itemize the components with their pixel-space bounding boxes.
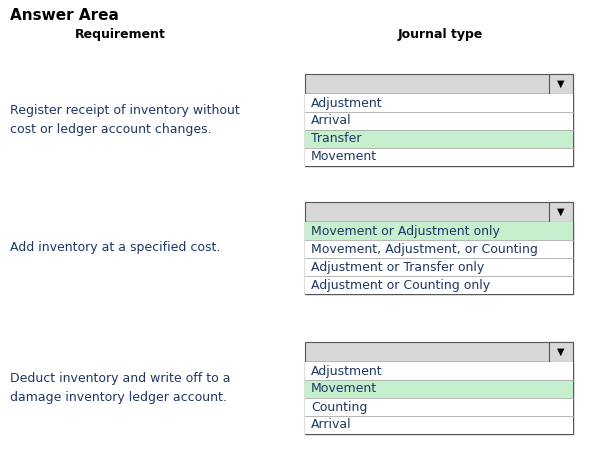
Text: Adjustment: Adjustment [311, 364, 383, 378]
Bar [305, 74, 573, 94]
Bar [305, 362, 573, 434]
Text: Movement: Movement [311, 382, 377, 396]
Bar [305, 94, 573, 112]
Text: Add inventory at a specified cost.: Add inventory at a specified cost. [10, 242, 221, 254]
Text: Requirement: Requirement [75, 28, 166, 41]
Text: Counting: Counting [311, 401, 367, 413]
Bar [305, 222, 573, 240]
Bar [305, 342, 573, 362]
Text: Transfer: Transfer [311, 133, 362, 145]
Bar [305, 276, 573, 294]
Text: ▼: ▼ [557, 79, 565, 89]
Text: Register receipt of inventory without
cost or ledger account changes.: Register receipt of inventory without co… [10, 104, 240, 136]
Bar [305, 202, 573, 222]
Bar [305, 222, 573, 294]
Bar [305, 148, 573, 166]
Bar [305, 362, 573, 380]
Text: Deduct inventory and write off to a
damage inventory ledger account.: Deduct inventory and write off to a dama… [10, 372, 230, 404]
Text: ▼: ▼ [557, 347, 565, 357]
Text: Journal type: Journal type [397, 28, 483, 41]
Text: Movement, Adjustment, or Counting: Movement, Adjustment, or Counting [311, 243, 538, 255]
Bar [305, 398, 573, 416]
Bar [305, 380, 573, 398]
Bar [305, 416, 573, 434]
Text: ▼: ▼ [557, 207, 565, 217]
Text: Movement: Movement [311, 151, 377, 163]
Bar [305, 112, 573, 130]
Bar [549, 342, 573, 362]
Text: Arrival: Arrival [311, 115, 352, 127]
Bar [305, 258, 573, 276]
Text: Movement or Adjustment only: Movement or Adjustment only [311, 225, 500, 237]
Text: Answer Area: Answer Area [10, 8, 119, 23]
Bar [305, 94, 573, 166]
Text: Adjustment or Counting only: Adjustment or Counting only [311, 278, 490, 292]
Bar [305, 240, 573, 258]
Bar [549, 202, 573, 222]
Text: Adjustment or Transfer only: Adjustment or Transfer only [311, 261, 484, 273]
Text: Adjustment: Adjustment [311, 96, 383, 110]
Bar [549, 74, 573, 94]
Bar [305, 130, 573, 148]
Text: Arrival: Arrival [311, 419, 352, 431]
